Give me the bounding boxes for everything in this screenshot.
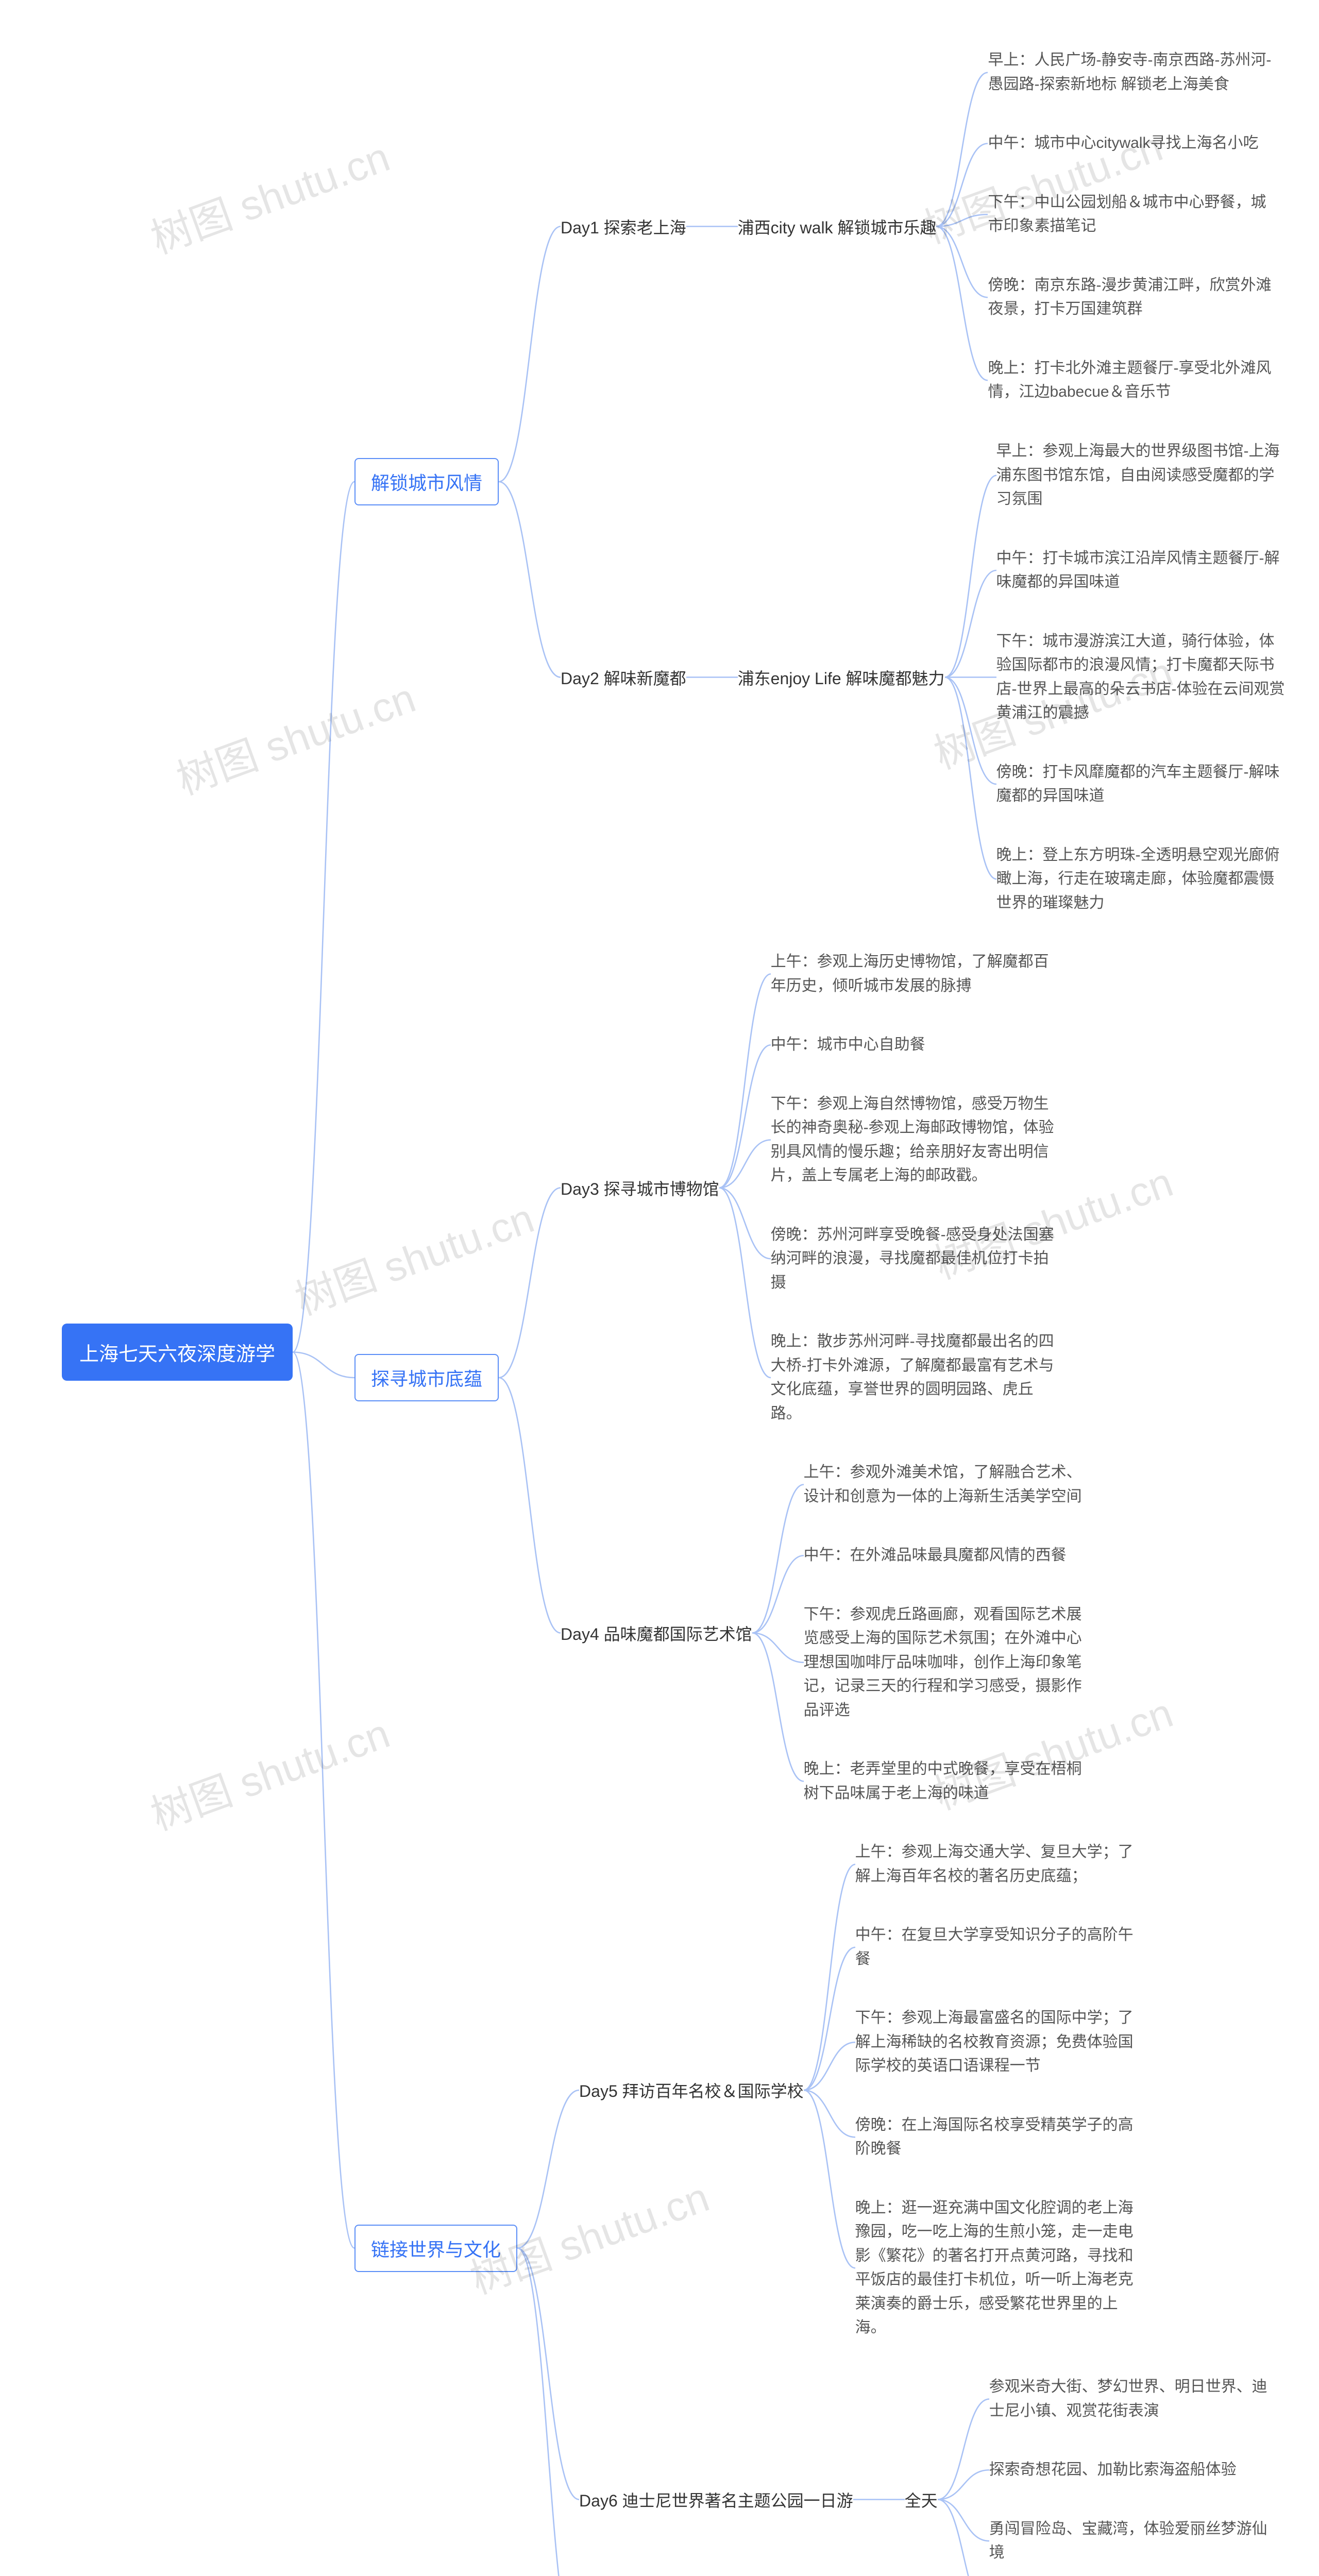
- children: Day1 探索老上海 浦西city walk 解锁城市乐趣 早上：人民广场-静安寺-…: [561, 31, 1285, 933]
- children: 早上：参观上海最大的世界级图书馆-上海浦东图书馆东馆，自由阅读感受魔都的学习氛围…: [996, 422, 1285, 933]
- leaf-node: 早上：参观上海最大的世界级图书馆-上海浦东图书馆东馆，自由阅读感受魔都的学习氛围: [996, 436, 1285, 515]
- day-sub-node: 浦西city walk 解锁城市乐趣: [738, 211, 937, 243]
- leaf-node: 傍晚：打卡风靡魔都的汽车主题餐厅-解味魔都的异国味道: [996, 757, 1285, 811]
- branch: 全天 参观米奇大街、梦幻世界、明日世界、迪士尼小镇、观赏花街表演探索奇想花园、加勒…: [905, 2358, 1278, 2576]
- connector: [945, 422, 996, 933]
- day-node: Day6 迪士尼世界著名主题公园一日游: [579, 2484, 853, 2516]
- children: Day5 拜访百年名校＆国际学校 上午：参观上海交通大学、复旦大学；了解上海百年名…: [579, 1823, 1278, 2576]
- children: Day3 探寻城市博物馆 上午：参观上海历史博物馆，了解魔都百年历史，倾听城市发展…: [561, 933, 1092, 1823]
- section-node: 解锁城市风情: [354, 458, 499, 505]
- leaf-node: 中午：城市中心自助餐: [771, 1030, 1059, 1060]
- day-node: Day3 探寻城市博物馆: [561, 1172, 719, 1204]
- leaf-node: 傍晚：在上海国际名校享受精英学子的高阶晚餐: [855, 2110, 1144, 2164]
- branch: 链接世界与文化 Day5 拜访百年名校＆国际学校 上午：参观上海交通大学、复旦大学；…: [354, 1823, 1285, 2576]
- leaf-node: 晚上：打卡北外滩主题餐厅-享受北外滩风情，江边babecue＆音乐节: [988, 353, 1276, 408]
- day-node: Day5 拜访百年名校＆国际学校: [579, 2074, 804, 2106]
- leaf-node: 中午：在外滩品味最具魔都风情的西餐: [804, 1540, 1092, 1571]
- connector: [499, 933, 561, 1823]
- leaf-node: 中午：城市中心citywalk寻找上海名小吃: [988, 128, 1276, 159]
- branch: 探寻城市底蕴 Day3 探寻城市博物馆 上午：参观上海历史博物馆，了解魔都百年历史，…: [354, 933, 1285, 1823]
- leaf-node: 下午：参观上海自然博物馆，感受万物生长的神奇奥秘-参观上海邮政博物馆，体验别具风…: [771, 1089, 1059, 1191]
- connector: [938, 2358, 989, 2576]
- connector: [517, 1823, 579, 2576]
- connector: [686, 422, 738, 933]
- connector: [752, 1443, 804, 1823]
- branch: Day5 拜访百年名校＆国际学校 上午：参观上海交通大学、复旦大学；了解上海百年名…: [579, 1823, 1278, 2358]
- children: 早上：人民广场-静安寺-南京西路-苏州河-愚园路-探索新地标 解锁老上海美食中午…: [988, 31, 1276, 422]
- leaf-node: 傍晚：南京东路-漫步黄浦江畔，欣赏外滩夜景，打卡万国建筑群: [988, 270, 1276, 325]
- connector: [499, 31, 561, 933]
- day-sub-node: 浦东enjoy Life 解味魔都魅力: [738, 662, 945, 693]
- connector: [804, 1823, 855, 2358]
- leaf-node: 晚上：老弄堂里的中式晚餐，享受在梧桐树下品味属于老上海的味道: [804, 1754, 1092, 1808]
- branch: 上海七天六夜深度游学 解锁城市风情 Day1 探索老上海 浦西city walk 解锁…: [62, 31, 1285, 2576]
- root-node: 上海七天六夜深度游学: [62, 1324, 293, 1381]
- leaf-node: 下午：中山公园划船＆城市中心野餐，城市印象素描笔记: [988, 188, 1276, 242]
- leaf-node: 中午：在复旦大学享受知识分子的高阶午餐: [855, 1920, 1144, 1974]
- section-node: 探寻城市底蕴: [354, 1354, 499, 1401]
- branch: Day4 品味魔都国际艺术馆 上午：参观外滩美术馆，了解融合艺术、设计和创意为一体…: [561, 1443, 1092, 1823]
- day-sub-node: 全天: [905, 2484, 938, 2516]
- children: 解锁城市风情 Day1 探索老上海 浦西city walk 解锁城市乐趣 早上：人民广…: [354, 31, 1285, 2576]
- children: 上午：参观上海历史博物馆，了解魔都百年历史，倾听城市发展的脉搏中午：城市中心自助…: [771, 933, 1059, 1443]
- leaf-node: 傍晚：苏州河畔享受晚餐-感受身处法国塞纳河畔的浪漫，寻找魔都最佳机位打卡拍摄: [771, 1220, 1059, 1298]
- branch: Day3 探寻城市博物馆 上午：参观上海历史博物馆，了解魔都百年历史，倾听城市发展…: [561, 933, 1092, 1443]
- branch: Day6 迪士尼世界著名主题公园一日游 全天 参观米奇大街、梦幻世界、明日世界、迪士…: [579, 2358, 1278, 2576]
- children: 参观米奇大街、梦幻世界、明日世界、迪士尼小镇、观赏花街表演探索奇想花园、加勒比索…: [989, 2358, 1278, 2576]
- connector: [686, 31, 738, 422]
- leaf-node: 早上：人民广场-静安寺-南京西路-苏州河-愚园路-探索新地标 解锁老上海美食: [988, 45, 1276, 99]
- leaf-node: 下午：城市漫游滨江大道，骑行体验，体验国际都市的浪漫风情；打卡魔都天际书店-世界…: [996, 626, 1285, 728]
- connector: [853, 2358, 905, 2576]
- children: 上午：参观上海交通大学、复旦大学；了解上海百年名校的著名历史底蕴； 中午：在复旦大…: [855, 1823, 1144, 2358]
- children: 上午：参观外滩美术馆，了解融合艺术、设计和创意为一体的上海新生活美学空间中午：在…: [804, 1443, 1092, 1823]
- leaf-node: 上午：参观外滩美术馆，了解融合艺术、设计和创意为一体的上海新生活美学空间: [804, 1458, 1092, 1512]
- day-node: Day4 品味魔都国际艺术馆: [561, 1617, 752, 1649]
- leaf-node: 晚上：散步苏州河畔-寻找魔都最出名的四大桥-打卡外滩源，了解魔都最富有艺术与文化…: [771, 1327, 1059, 1429]
- leaf-node: 中午：打卡城市滨江沿岸风情主题餐厅-解味魔都的异国味道: [996, 544, 1285, 598]
- branch: Day2 解味新魔都 浦东enjoy Life 解味魔都魅力 早上：参观上海最大的世…: [561, 422, 1285, 933]
- section-node: 链接世界与文化: [354, 2225, 517, 2272]
- leaf-node: 晚上：登上东方明珠-全透明悬空观光廊俯瞰上海，行走在玻璃走廊，体验魔都震慑世界的…: [996, 840, 1285, 919]
- day-node: Day2 解味新魔都: [561, 662, 686, 693]
- connector: [719, 933, 771, 1443]
- leaf-node: 探索奇想花园、加勒比索海盗船体验: [989, 2455, 1278, 2485]
- leaf-node: 下午：参观虎丘路画廊，观看国际艺术展览感受上海的国际艺术氛围；在外滩中心理想国咖…: [804, 1600, 1092, 1726]
- branch: 解锁城市风情 Day1 探索老上海 浦西city walk 解锁城市乐趣 早上：人民广…: [354, 31, 1285, 933]
- connector: [936, 31, 988, 422]
- leaf-node: 上午：参观上海历史博物馆，了解魔都百年历史，倾听城市发展的脉搏: [771, 947, 1059, 1001]
- branch: 浦东enjoy Life 解味魔都魅力 早上：参观上海最大的世界级图书馆-上海浦东…: [738, 422, 1285, 933]
- leaf-node: 参观米奇大街、梦幻世界、明日世界、迪士尼小镇、观赏花街表演: [989, 2372, 1278, 2426]
- branch: Day1 探索老上海 浦西city walk 解锁城市乐趣 早上：人民广场-静安寺-…: [561, 31, 1285, 422]
- leaf-node: 勇闯冒险岛、宝藏湾，体验爱丽丝梦游仙境: [989, 2514, 1278, 2568]
- leaf-node: 下午：参观上海最富盛名的国际中学；了解上海稀缺的名校教育资源；免费体验国际学校的…: [855, 2003, 1144, 2081]
- connector: [293, 31, 354, 2576]
- day-node: Day1 探索老上海: [561, 211, 686, 243]
- leaf-node: 上午：参观上海交通大学、复旦大学；了解上海百年名校的著名历史底蕴；: [855, 1837, 1144, 1891]
- branch: 浦西city walk 解锁城市乐趣 早上：人民广场-静安寺-南京西路-苏州河-愚…: [738, 31, 1277, 422]
- leaf-node: 晚上：逛一逛充满中国文化腔调的老上海豫园，吃一吃上海的生煎小笼，走一走电影《繁花…: [855, 2193, 1144, 2343]
